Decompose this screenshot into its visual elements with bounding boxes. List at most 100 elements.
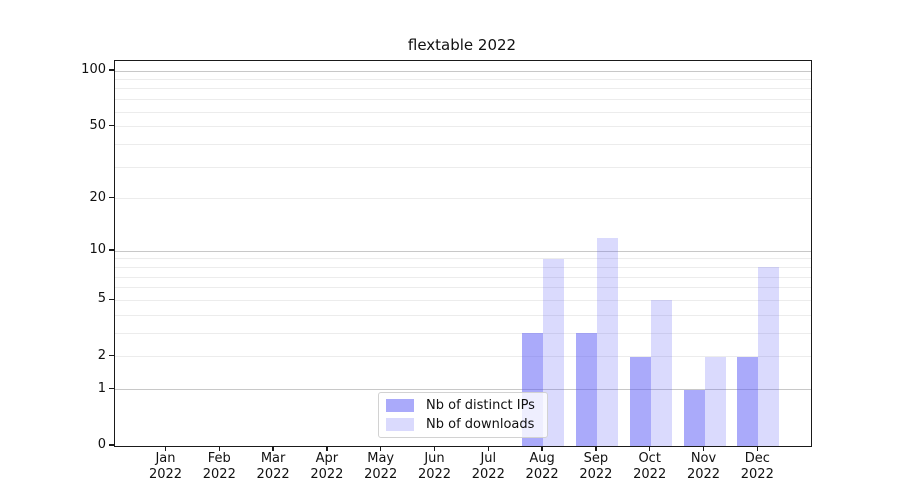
gridline-minor [115,314,811,316]
gridline-minor [115,266,811,268]
x-tick-label: Aug 2022 [510,451,574,483]
y-axis-tick [109,298,114,301]
x-tick-label-line: 2022 [579,467,613,482]
x-tick-label-line: 2022 [740,467,774,482]
gridline-major [115,389,811,391]
x-tick-label-line: Sep [583,451,609,466]
legend-swatch-downloads [386,418,414,431]
y-tick-label: 2 [97,347,106,363]
x-axis-tick [380,446,382,452]
x-tick-label-line: Jun [424,451,445,466]
chart-title: flextable 2022 [407,36,517,54]
bar-downloads [650,300,672,446]
y-axis-tick [109,69,114,71]
x-tick-label-line: Dec [744,451,770,466]
legend-label-downloads: Nb of downloads [426,417,535,432]
x-axis-tick [541,446,543,452]
y-axis-tick [109,124,114,127]
x-tick-label: Jan 2022 [134,451,198,483]
y-axis-tick [109,444,114,446]
bar-downloads [543,258,565,446]
gridline-minor [115,99,811,101]
x-tick-label: Nov 2022 [672,451,736,483]
gridline-minor [115,276,811,278]
x-tick-label-line: Jan [155,451,176,466]
legend-swatch-distinct-ips [386,399,414,412]
bar-distinct-ips [737,356,759,446]
x-tick-label: Feb 2022 [187,451,251,483]
x-tick-label-line: 2022 [148,467,183,482]
x-tick-label-line: 2022 [310,467,344,482]
x-tick-label-line: 2022 [471,467,505,482]
gridline-minor [115,287,811,289]
x-tick-label-line: Apr [315,451,339,466]
x-tick-label-line: Jul [480,451,497,466]
x-tick-label: Mar 2022 [241,451,305,483]
y-tick-label: 50 [89,117,106,133]
x-tick-label-line: 2022 [256,467,290,482]
gridline-minor [115,258,811,260]
y-axis-tick [109,355,114,357]
y-tick-label: 20 [89,189,106,205]
x-axis-tick [649,446,651,452]
legend-label-distinct-ips: Nb of distinct IPs [426,398,535,413]
x-tick-label: Dec 2022 [725,451,789,483]
x-axis-tick [756,446,758,452]
x-tick-label-line: 2022 [686,467,721,482]
x-tick-label-line: Oct [638,451,661,466]
x-axis-tick [595,446,597,452]
legend-item-downloads: Nb of downloads [386,417,539,432]
bar-distinct-ips [575,333,597,446]
x-tick-label: Jun 2022 [403,451,467,483]
x-tick-label-line: May [367,451,395,466]
gridline-minor [115,299,811,301]
gridline-minor [115,356,811,358]
x-tick-label-line: 2022 [417,467,452,482]
gridline-minor [115,332,811,334]
y-axis-tick [109,249,114,251]
gridline-minor [115,166,811,168]
x-axis-tick [272,446,274,452]
x-axis-tick [487,446,489,452]
x-tick-label-line: Nov [690,451,717,466]
x-tick-label: Sep 2022 [564,451,628,483]
legend-item-distinct-ips: Nb of distinct IPs [386,398,539,413]
gridline-minor [115,79,811,81]
gridline-minor [115,198,811,200]
y-tick-label: 0 [97,437,106,452]
x-tick-label-line: 2022 [202,467,236,482]
gridline-minor [115,88,811,90]
bar-distinct-ips [629,356,651,446]
x-tick-label-line: Aug [529,451,555,466]
x-axis-tick [326,446,328,452]
x-tick-label-line: 2022 [633,467,667,482]
gridline-major [115,70,811,72]
x-tick-label-line: 2022 [364,467,398,482]
x-tick-label-line: Mar [260,451,286,466]
x-axis-tick [218,446,220,452]
y-axis-tick [109,196,114,199]
y-tick-label: 100 [81,62,106,78]
y-tick-label: 1 [97,380,106,396]
x-tick-label: Oct 2022 [618,451,682,483]
x-tick-label: Apr 2022 [295,451,359,483]
plot-area: Nb of distinct IPs Nb of downloads [114,60,812,447]
bar-downloads [704,356,726,446]
bar-downloads [596,237,618,446]
bar-downloads [758,267,780,446]
y-tick-label: 5 [97,291,106,307]
bar-distinct-ips [683,389,705,446]
gridline-minor [115,126,811,128]
x-axis-tick [702,446,705,452]
gridline-minor [115,143,811,145]
x-tick-label: Jul 2022 [456,451,520,483]
x-tick-label: May 2022 [349,451,413,483]
x-axis-tick [433,446,436,452]
y-axis-tick [109,387,114,390]
gridline-minor [115,111,811,113]
x-tick-label-line: Feb [207,451,231,466]
y-tick-label: 10 [89,242,106,258]
gridline-major [115,250,811,252]
x-tick-label-line: 2022 [525,467,559,482]
